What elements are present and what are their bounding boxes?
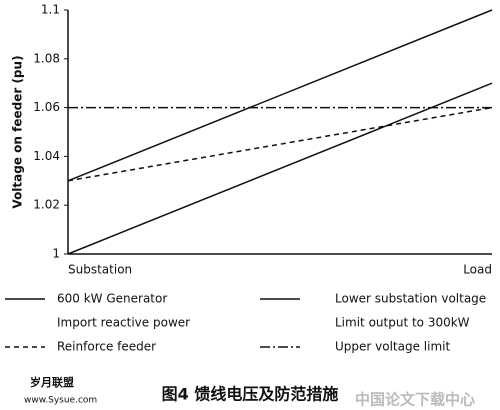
legend-label: Reinforce feeder bbox=[57, 340, 156, 354]
x-tick-label: Substation bbox=[68, 263, 132, 277]
y-axis-label: Voltage on feeder (pu) bbox=[11, 55, 25, 208]
y-tick-label: 1.06 bbox=[33, 100, 60, 114]
watermark: 中国论文下载中心 bbox=[355, 391, 475, 409]
y-tick-label: 1.04 bbox=[33, 149, 60, 163]
y-tick-label: 1.02 bbox=[33, 198, 60, 212]
series-line bbox=[67, 82, 493, 255]
legend-label: Lower substation voltage bbox=[335, 292, 486, 306]
watermark: www.Sysue.com bbox=[24, 396, 97, 406]
series-line bbox=[67, 9, 493, 182]
caption: 图4 馈线电压及防范措施 bbox=[162, 385, 339, 404]
y-tick-label: 1.08 bbox=[33, 51, 60, 65]
y-tick-label: 1 bbox=[52, 247, 60, 261]
legend-label: 600 kW Generator bbox=[57, 292, 167, 306]
legend-label: Upper voltage limit bbox=[335, 340, 450, 354]
y-tick-label: 1.1 bbox=[41, 3, 60, 17]
x-tick-label: Load bbox=[463, 263, 492, 277]
legend-label: Import reactive power bbox=[57, 316, 190, 330]
legend-label: Limit output to 300kW bbox=[335, 316, 470, 330]
watermark: 岁月联盟 bbox=[30, 375, 74, 389]
